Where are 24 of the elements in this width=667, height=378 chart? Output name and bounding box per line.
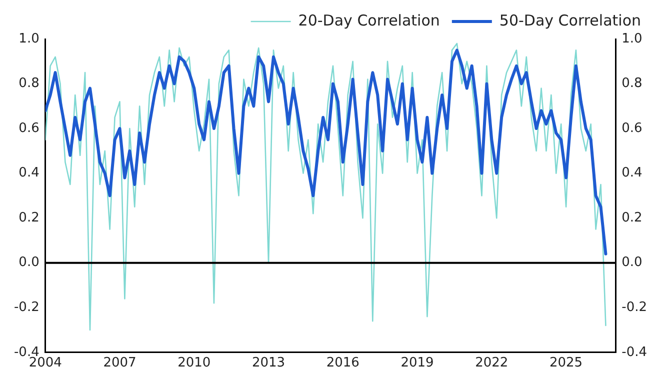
legend-label: 50-Day Correlation	[499, 11, 642, 30]
y2-tick-label: -0.4	[622, 344, 648, 360]
x-tick-label: 2010	[178, 356, 211, 371]
y-tick-label: 0.0	[18, 255, 40, 270]
x-tick-label: 2016	[326, 356, 360, 371]
x-tick-label: 2025	[550, 356, 583, 371]
x-tick-label: 2007	[103, 356, 136, 371]
y2-tick-label: 0.0	[622, 255, 642, 270]
y2-tick-label: 0.4	[622, 166, 642, 181]
y2-tick-label: 0.2	[622, 210, 642, 226]
y-tick-label: 0.2	[18, 210, 40, 226]
legend-label: 20-Day Correlation	[298, 11, 440, 30]
x-tick-label: 2013	[252, 356, 286, 371]
x-tick-label: 2019	[400, 356, 434, 371]
y-tick-label: 0.4	[18, 166, 40, 181]
y2-tick-label: 0.8	[622, 76, 642, 92]
y-tick-label: 0.6	[18, 120, 40, 136]
y2-tick-label: 0.6	[622, 120, 642, 136]
y-tick-label: -0.2	[14, 300, 40, 316]
y2-tick-label: 1.0	[622, 31, 642, 46]
y-tick-label: 1.0	[18, 31, 40, 46]
y2-tick-label: -0.2	[622, 300, 648, 316]
x-tick-label: 2022	[475, 356, 508, 371]
y-tick-label: 0.8	[18, 76, 40, 92]
